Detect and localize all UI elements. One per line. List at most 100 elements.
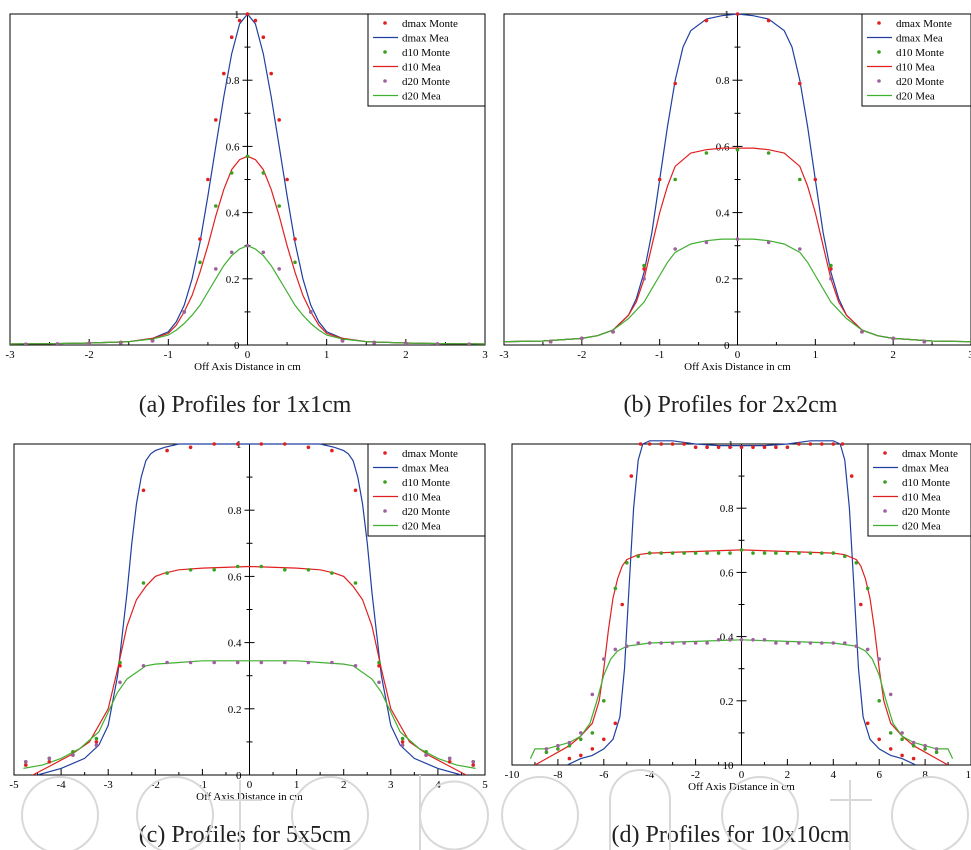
x-tick-label: -2 bbox=[577, 349, 586, 361]
point-dmax-monte bbox=[277, 118, 282, 122]
point-dmax-monte bbox=[353, 488, 358, 493]
point-d20-monte bbox=[751, 638, 755, 642]
point-d10-monte bbox=[797, 551, 801, 555]
legend-label-dmax-mea: dmax Mea bbox=[896, 33, 943, 45]
point-d10-monte bbox=[424, 750, 428, 754]
series-line-d20-mea bbox=[23, 660, 476, 769]
point-d10-monte bbox=[579, 737, 583, 742]
point-d20-monte bbox=[923, 743, 927, 748]
point-d20-monte bbox=[150, 339, 155, 343]
y-tick-label: 0 bbox=[234, 340, 240, 352]
point-d10-monte bbox=[682, 551, 686, 555]
point-d10-monte bbox=[735, 147, 740, 152]
point-dmax-monte bbox=[808, 442, 813, 446]
point-d20-monte bbox=[309, 310, 313, 314]
point-d20-monte bbox=[659, 641, 663, 645]
x-tick-label: 3 bbox=[388, 779, 394, 791]
point-dmax-monte bbox=[261, 35, 266, 39]
x-axis-title: Off Axis Distance in cm bbox=[196, 791, 303, 803]
legend-label-d20-mea: d20 Mea bbox=[402, 91, 441, 103]
point-d20-monte bbox=[843, 641, 847, 645]
point-dmax-monte bbox=[141, 488, 146, 493]
point-dmax-monte bbox=[673, 81, 677, 86]
point-d20-monte bbox=[447, 756, 452, 761]
point-d20-monte bbox=[212, 660, 216, 665]
point-d10-monte bbox=[198, 260, 202, 265]
point-dmax-monte bbox=[820, 442, 824, 446]
point-d10-monte bbox=[602, 699, 606, 703]
point-d20-monte bbox=[580, 336, 584, 341]
point-d10-monte bbox=[934, 750, 939, 754]
point-dmax-monte bbox=[813, 177, 818, 182]
legend-label-d10-monte: d10 Monte bbox=[902, 477, 950, 489]
x-tick-label: 4 bbox=[435, 779, 441, 791]
point-dmax-monte bbox=[214, 118, 218, 122]
legend-swatch-d20-monte bbox=[883, 509, 887, 513]
point-dmax-monte bbox=[579, 753, 583, 758]
x-tick-label: -3 bbox=[499, 349, 509, 361]
point-d10-monte bbox=[642, 263, 646, 268]
panel-b: -3 -2 -1 0 1 2 3 0 0.2 0.4 0.6 0.8 1 Off Axis Distanc… bbox=[490, 0, 971, 380]
series-group bbox=[23, 442, 476, 775]
point-dmax-monte bbox=[285, 177, 289, 182]
point-dmax-monte bbox=[471, 763, 476, 767]
point-dmax-monte bbox=[911, 756, 916, 761]
legend-box bbox=[367, 443, 486, 537]
point-d10-monte bbox=[283, 568, 287, 572]
point-d20-monte bbox=[934, 747, 939, 751]
legend-swatch-d10-monte bbox=[383, 480, 387, 484]
point-d20-monte bbox=[590, 692, 595, 697]
point-dmax-monte bbox=[751, 445, 755, 449]
point-dmax-monte bbox=[888, 747, 893, 751]
point-d20-monte bbox=[71, 753, 75, 757]
point-dmax-monte bbox=[259, 442, 264, 446]
point-dmax-monte bbox=[330, 448, 334, 453]
point-d20-monte bbox=[330, 660, 334, 665]
point-dmax-monte bbox=[657, 177, 662, 182]
point-d20-monte bbox=[797, 641, 801, 645]
point-d20-monte bbox=[404, 341, 408, 345]
point-d20-monte bbox=[548, 339, 553, 344]
point-d20-monte bbox=[47, 756, 52, 761]
legend-label-d20-mea: d20 Mea bbox=[402, 521, 441, 533]
point-dmax-monte bbox=[24, 763, 28, 767]
x-tick-label: -6 bbox=[599, 769, 609, 781]
point-dmax-monte bbox=[269, 71, 274, 76]
point-d10-monte bbox=[245, 154, 250, 159]
point-dmax-monte bbox=[283, 442, 287, 446]
x-tick-label: -2 bbox=[85, 349, 94, 361]
point-dmax-monte bbox=[831, 442, 836, 446]
point-d20-monte bbox=[625, 644, 629, 648]
point-d20-monte bbox=[435, 342, 440, 345]
point-d10-monte bbox=[705, 551, 709, 555]
point-d20-monte bbox=[471, 760, 476, 764]
point-d10-monte bbox=[165, 571, 169, 575]
point-dmax-monte bbox=[647, 442, 652, 446]
point-dmax-monte bbox=[629, 474, 634, 478]
y-tick-label: 0.8 bbox=[228, 505, 242, 517]
series-group bbox=[529, 440, 954, 765]
point-d20-monte bbox=[636, 641, 640, 645]
point-dmax-monte bbox=[188, 445, 193, 450]
y-tick-label: 0.6 bbox=[228, 571, 242, 583]
point-d20-monte bbox=[693, 641, 698, 645]
point-d10-monte bbox=[212, 568, 216, 572]
legend-swatch-d10-monte bbox=[883, 480, 887, 484]
caption-c: (c) Profiles for 5x5cm bbox=[138, 822, 352, 848]
legend-swatch-d20-monte bbox=[877, 79, 881, 83]
point-d20-monte bbox=[245, 243, 250, 248]
legend-label-dmax-mea: dmax Mea bbox=[902, 463, 949, 475]
caption-b: (b) Profiles for 2x2cm bbox=[623, 392, 838, 418]
legend-box bbox=[367, 13, 486, 107]
point-dmax-monte bbox=[620, 602, 624, 607]
x-tick-label: 1 bbox=[294, 779, 300, 791]
point-dmax-monte bbox=[602, 737, 606, 742]
legend-box bbox=[861, 13, 971, 107]
legend-label-dmax-monte: dmax Monte bbox=[402, 448, 458, 460]
point-d20-monte bbox=[353, 664, 358, 668]
point-d10-monte bbox=[716, 551, 721, 555]
point-d20-monte bbox=[165, 660, 169, 665]
point-d20-monte bbox=[55, 342, 60, 345]
point-d20-monte bbox=[306, 660, 311, 665]
